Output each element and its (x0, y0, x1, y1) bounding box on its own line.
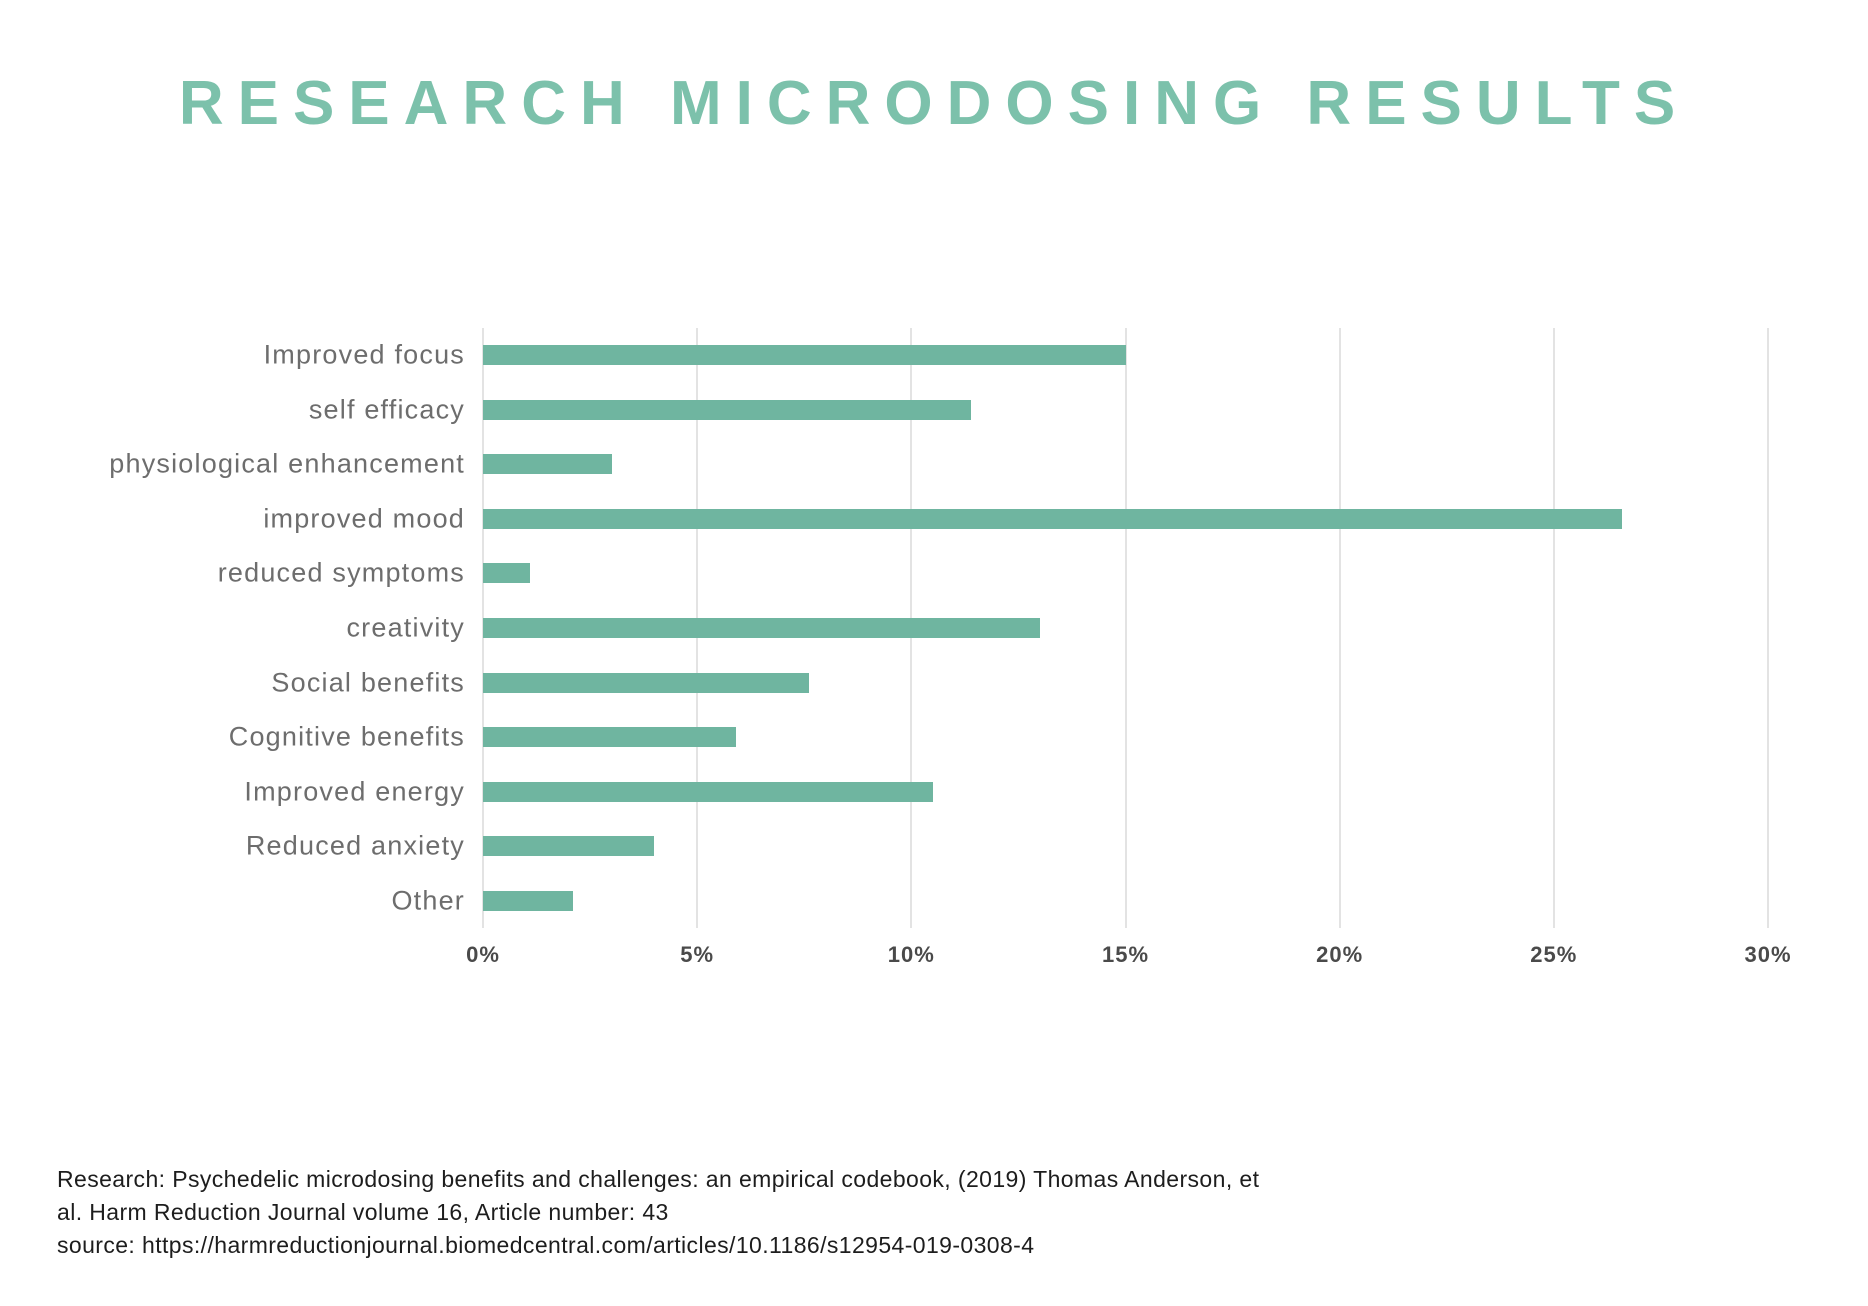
chart-row: creativity (346, 601, 1768, 656)
chart-title: RESEARCH MICRODOSING RESULTS (178, 69, 1690, 138)
chart-row: physiological enhancement (109, 437, 1768, 492)
x-axis-tick: 10% (887, 942, 935, 967)
bar (483, 563, 531, 584)
citation-line-3: source: https://harmreductionjournal.bio… (57, 1232, 1035, 1258)
bar (483, 617, 1040, 638)
chart-bars: Improved focus self efficacy physiological… (109, 328, 1768, 928)
bar (483, 672, 809, 693)
x-axis-tick: 20% (1316, 942, 1364, 967)
bar (483, 890, 573, 911)
gridline (1767, 328, 1769, 928)
category-label: reduced symptoms (217, 557, 465, 588)
bar (483, 727, 736, 748)
category-label: Cognitive benefits (228, 721, 465, 752)
category-label: improved mood (263, 503, 465, 534)
category-label: self efficacy (308, 394, 465, 425)
bar (483, 781, 933, 802)
gridline (1124, 328, 1127, 928)
category-label: creativity (346, 612, 465, 643)
bar (483, 508, 1623, 529)
chart-row: self efficacy (309, 383, 1768, 438)
chart-row: Social benefits (271, 655, 1768, 710)
chart-row: Improved focus (264, 328, 1768, 383)
citation-line-2: al. Harm Reduction Journal volume 16, Ar… (57, 1199, 669, 1225)
x-axis: 0% 5% 10% 15% 20% 25% 30% (466, 928, 1790, 968)
category-label: Social benefits (271, 667, 465, 698)
citation-line-1: Research: Psychedelic microdosing benefi… (57, 1166, 1260, 1192)
chart-row: Reduced anxiety (246, 819, 1768, 874)
chart-row: Cognitive benefits (229, 710, 1768, 765)
category-label: Reduced anxiety (245, 830, 465, 861)
x-axis-tick: 15% (1101, 942, 1150, 967)
chart-row: Other (391, 873, 1768, 928)
bar (483, 454, 612, 475)
category-label: Improved energy (244, 776, 465, 807)
x-axis-tick: 30% (1744, 942, 1792, 967)
category-label: physiological enhancement (109, 448, 465, 479)
chart-row: improved mood (263, 492, 1768, 547)
gridline (1338, 328, 1341, 928)
bar (483, 399, 972, 420)
x-axis-tick: 25% (1530, 942, 1578, 967)
x-axis-tick: 5% (680, 942, 715, 967)
source-citation: Research: Psychedelic microdosing benefi… (57, 1163, 1259, 1262)
category-label: Improved focus (263, 339, 465, 370)
gridline (1552, 328, 1555, 928)
category-label: Other (391, 885, 465, 916)
bar (483, 836, 655, 857)
bar (483, 345, 1126, 366)
bar-chart: Improved focus self efficacy physiological… (109, 328, 1791, 967)
chart-row: Improved energy (244, 764, 1768, 819)
chart-row: reduced symptoms (218, 546, 1768, 601)
x-axis-tick: 0% (466, 942, 500, 967)
